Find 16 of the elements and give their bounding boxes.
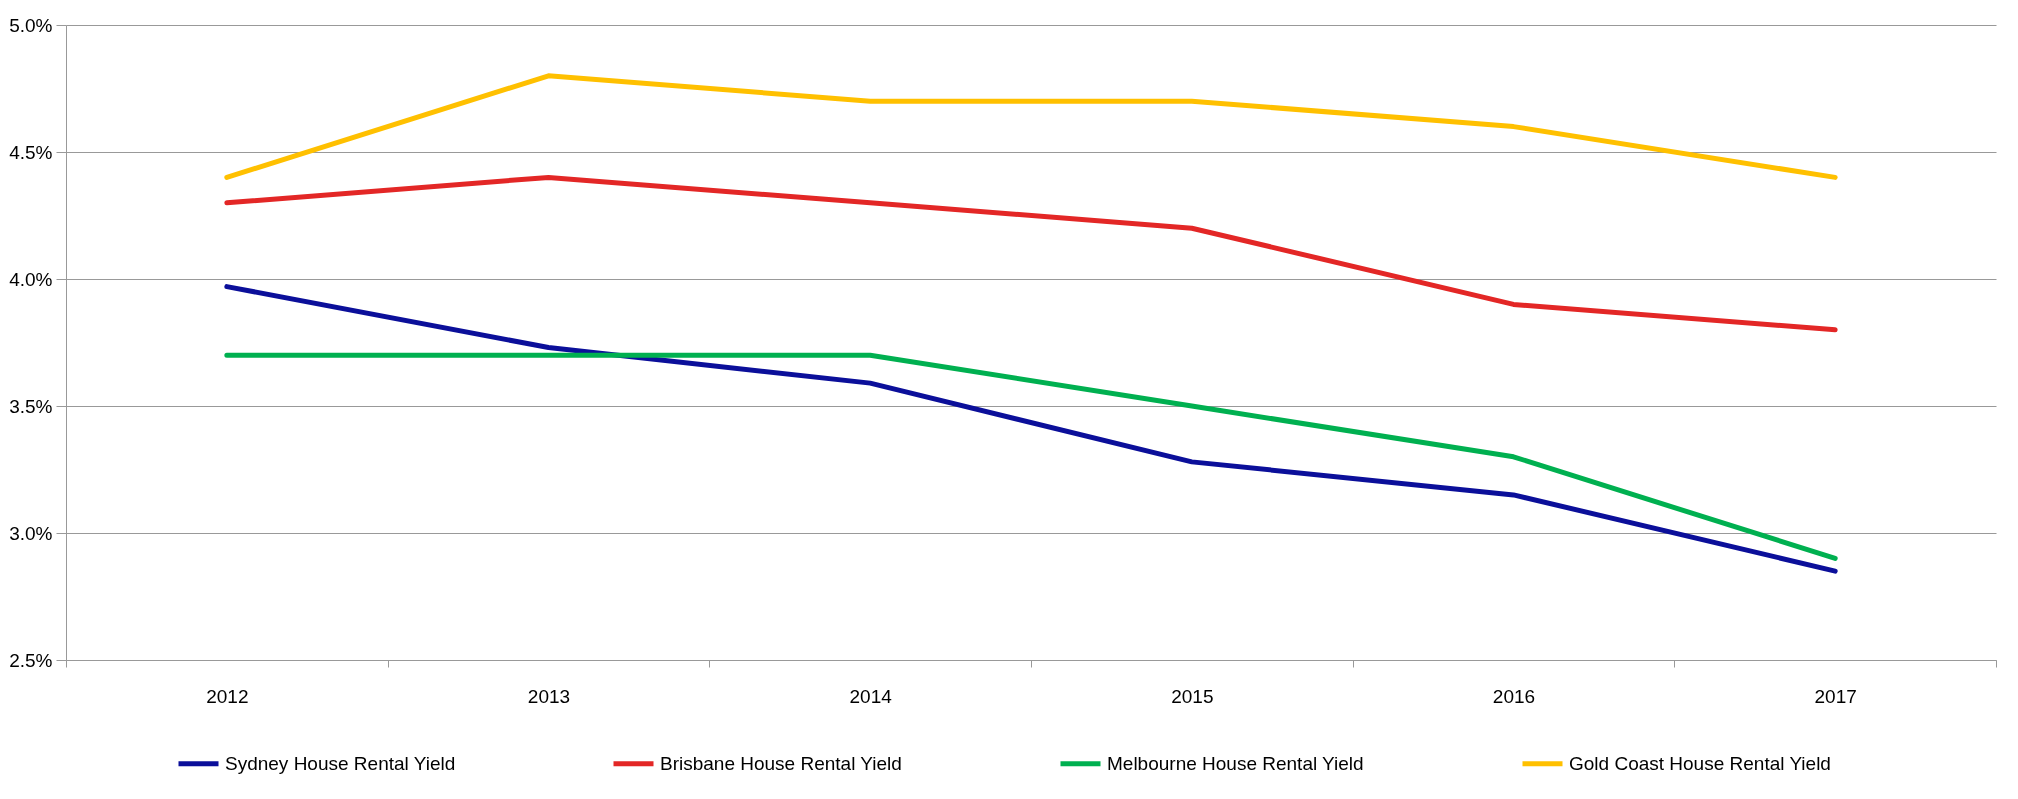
x-tick-label: 2017: [1814, 685, 1857, 707]
y-tick-label: 2.5%: [9, 649, 53, 671]
y-tick-label: 5.0%: [9, 14, 53, 36]
x-tick-label: 2015: [1171, 685, 1214, 707]
x-tick-label: 2014: [849, 685, 893, 707]
y-tick-label: 3.0%: [9, 522, 53, 544]
x-tick-label: 2012: [206, 685, 249, 707]
legend-label: Sydney House Rental Yield: [225, 752, 456, 774]
x-tick-label: 2013: [527, 685, 571, 707]
legend-label: Melbourne House Rental Yield: [1107, 752, 1364, 774]
y-tick-label: 3.5%: [9, 395, 53, 417]
legend-label: Brisbane House Rental Yield: [660, 752, 902, 774]
legend-label: Gold Coast House Rental Yield: [1569, 752, 1831, 774]
x-tick-label: 2016: [1492, 685, 1536, 707]
y-tick-label: 4.0%: [9, 268, 53, 290]
y-tick-label: 4.5%: [9, 141, 53, 163]
